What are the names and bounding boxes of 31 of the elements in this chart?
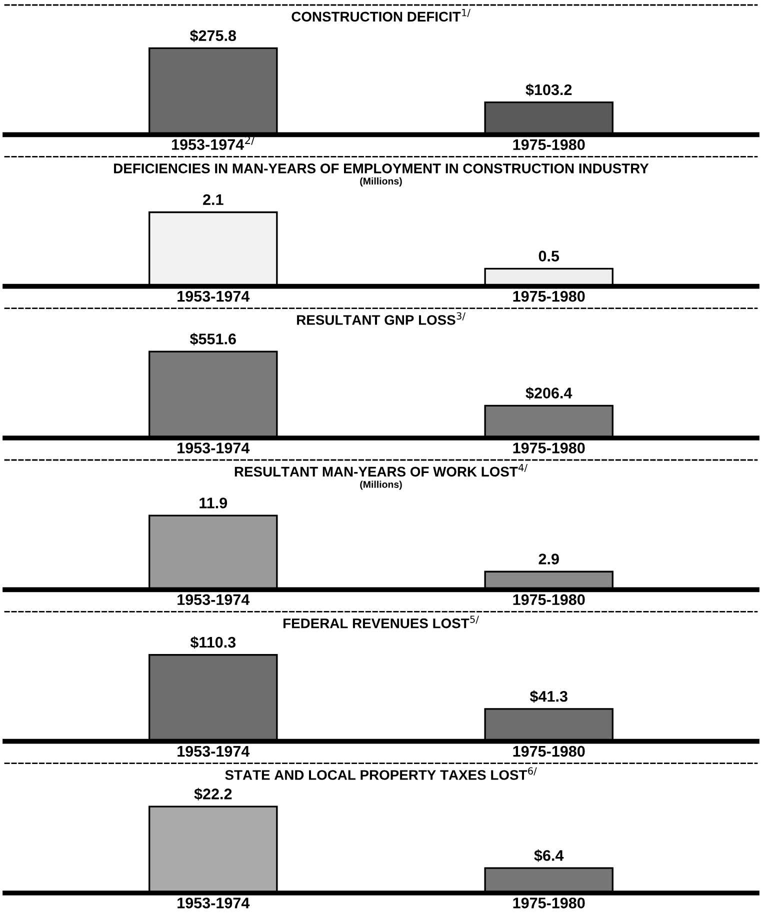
x-tick-label: 1975-1980 bbox=[513, 746, 585, 757]
data-label: $110.3 bbox=[190, 636, 236, 649]
x-tick-label: 1953-1974 bbox=[178, 594, 250, 606]
data-label: $103.2 bbox=[526, 84, 572, 96]
chart-title: CONSTRUCTION DEFICIT$^{1/}$ bbox=[292, 9, 470, 22]
chart-subtitle: (Millions) bbox=[360, 177, 402, 186]
chart-title: FEDERAL REVENUES LOST$^{5/}$ bbox=[284, 616, 479, 628]
chart-title: STATE AND LOCAL PROPERTY TAXES LOST$^{6/}$ bbox=[225, 767, 537, 780]
data-label: 11.9 bbox=[200, 498, 228, 508]
data-label: $551.6 bbox=[190, 332, 236, 346]
chart-subtitle: (Millions) bbox=[360, 480, 402, 490]
x-tick-label: 1975-1980 bbox=[513, 139, 585, 150]
chart-title: RESULTANT GNP LOSS$^{3/}$ bbox=[297, 312, 466, 325]
x-tick-label: 1975-1980 bbox=[513, 442, 585, 454]
data-label: $22.2 bbox=[194, 788, 232, 800]
x-tick-label: 1975-1980 bbox=[513, 898, 585, 908]
chart-title: RESULTANT MAN-YEARS OF WORK LOST$^{4/}$ bbox=[234, 464, 528, 477]
data-label: $41.3 bbox=[530, 690, 568, 703]
x-tick-label: 1953-1974 bbox=[178, 746, 250, 757]
x-tick-label: 1975-1980 bbox=[513, 594, 585, 606]
chart-title: DEFICIENCIES IN MAN-YEARS OF EMPLOYMENT IN CONSTRUCTION INDUSTRY bbox=[114, 164, 649, 174]
x-tick-label: 1953-1974 bbox=[178, 442, 250, 454]
x-tick-label: 1953-1974 bbox=[178, 290, 250, 302]
data-label: $6.4 bbox=[534, 849, 564, 862]
data-label: 2.9 bbox=[538, 554, 559, 564]
x-tick-label: 1953-1974 bbox=[178, 898, 250, 908]
data-label: 0.5 bbox=[538, 250, 560, 262]
data-label: 2.1 bbox=[203, 194, 224, 205]
x-tick-label: 1975-1980 bbox=[513, 290, 585, 302]
data-label: $275.8 bbox=[190, 30, 236, 42]
data-label: $206.4 bbox=[526, 386, 572, 400]
